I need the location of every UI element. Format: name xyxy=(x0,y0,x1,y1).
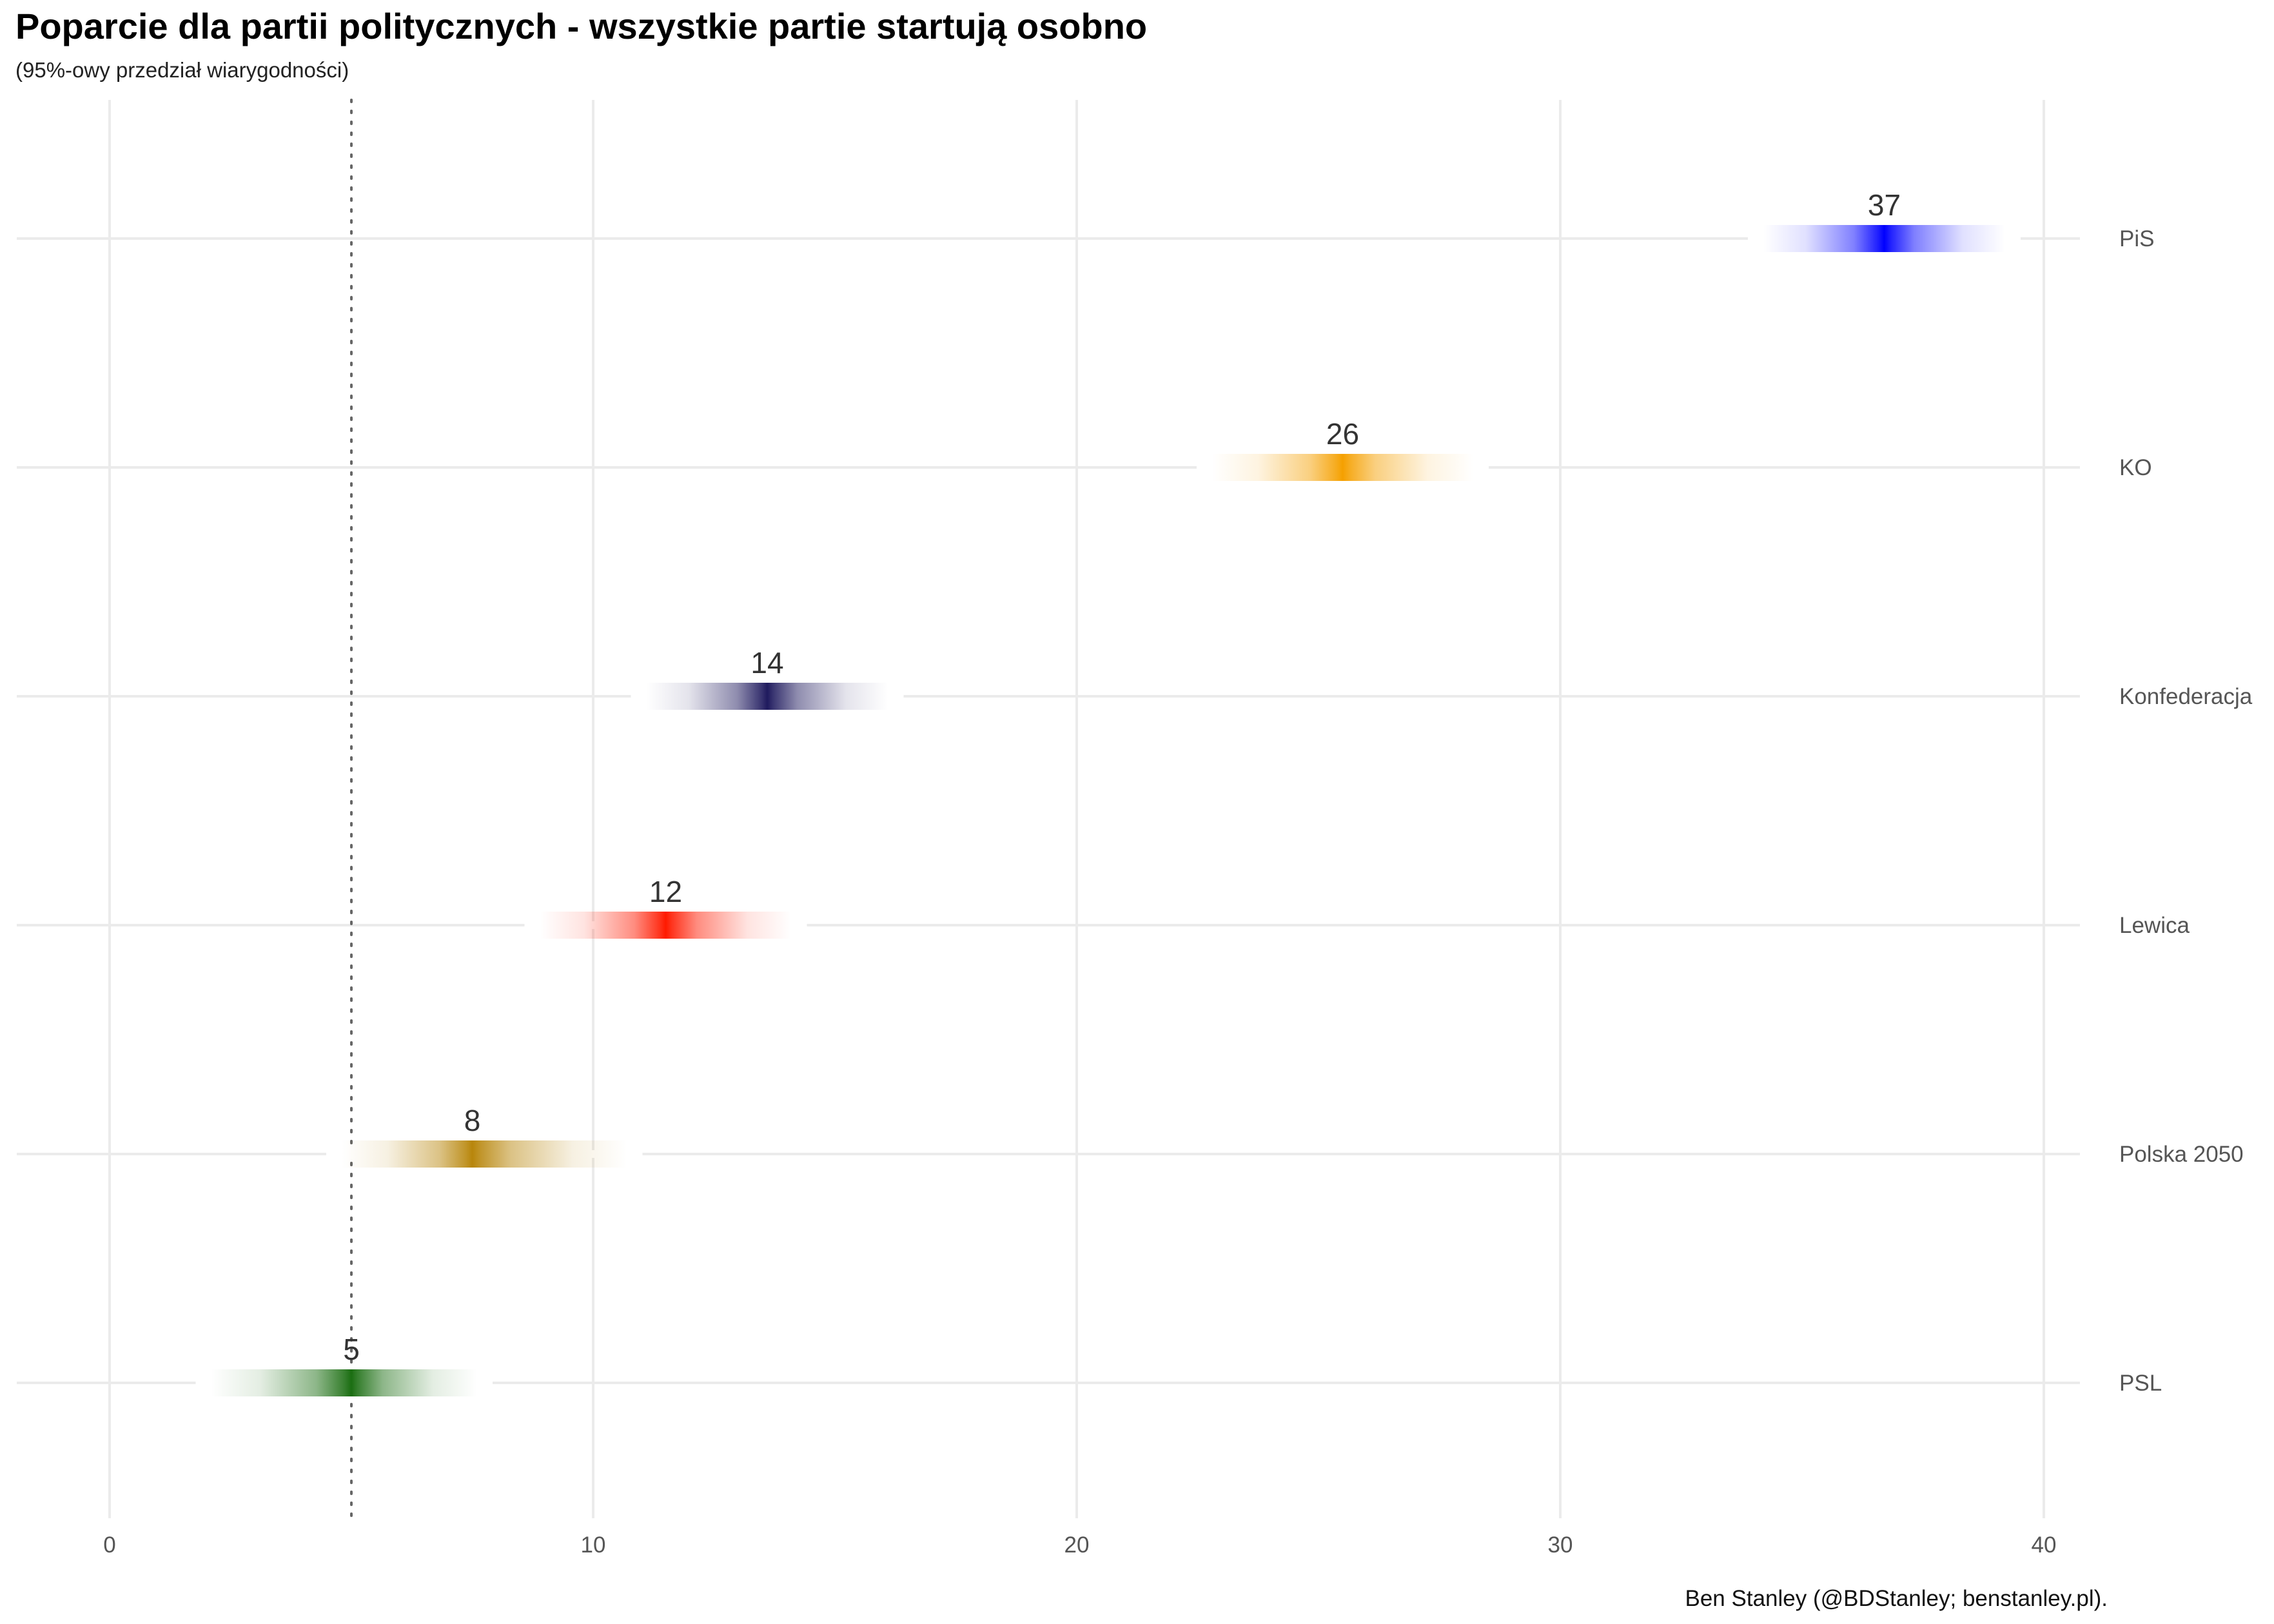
grid-lines xyxy=(17,100,2080,1518)
party-label: KO xyxy=(2119,455,2152,480)
party-label: Lewica xyxy=(2119,913,2190,938)
x-tick-label: 0 xyxy=(103,1532,115,1558)
x-tick-label: 30 xyxy=(1548,1532,1573,1558)
party-label: Konfederacja xyxy=(2119,684,2253,709)
labels: 0 10 20 30 40 37 PiS 26 KO 14 Konfederacja 12 Lewica… xyxy=(103,188,2253,1558)
interval-bar xyxy=(1212,454,1473,481)
party-label: PSL xyxy=(2119,1371,2162,1396)
interval-bar xyxy=(342,1140,627,1168)
value-label: 8 xyxy=(464,1104,481,1137)
interval-bar xyxy=(211,1369,477,1396)
party-label: PiS xyxy=(2119,226,2154,251)
x-tick-label: 20 xyxy=(1064,1532,1090,1558)
chart-subtitle: (95%-owy przedział wiarygodności) xyxy=(15,58,349,82)
value-label: 5 xyxy=(343,1333,360,1366)
party-label: Polska 2050 xyxy=(2119,1142,2244,1167)
value-label: 37 xyxy=(1868,188,1901,222)
interval-bars xyxy=(195,225,2021,1396)
interval-bar xyxy=(646,683,888,710)
interval-bar xyxy=(540,912,792,939)
chart-caption: Ben Stanley (@BDStanley; benstanley.pl). xyxy=(1685,1586,2108,1611)
chart-title: Poparcie dla partii politycznych - wszys… xyxy=(15,6,1148,46)
x-tick-label: 40 xyxy=(2032,1532,2057,1558)
value-label: 14 xyxy=(750,646,783,680)
x-tick-label: 10 xyxy=(581,1532,606,1558)
interval-bar xyxy=(1763,225,2005,252)
value-label: 12 xyxy=(649,875,682,908)
value-label: 26 xyxy=(1326,417,1359,451)
